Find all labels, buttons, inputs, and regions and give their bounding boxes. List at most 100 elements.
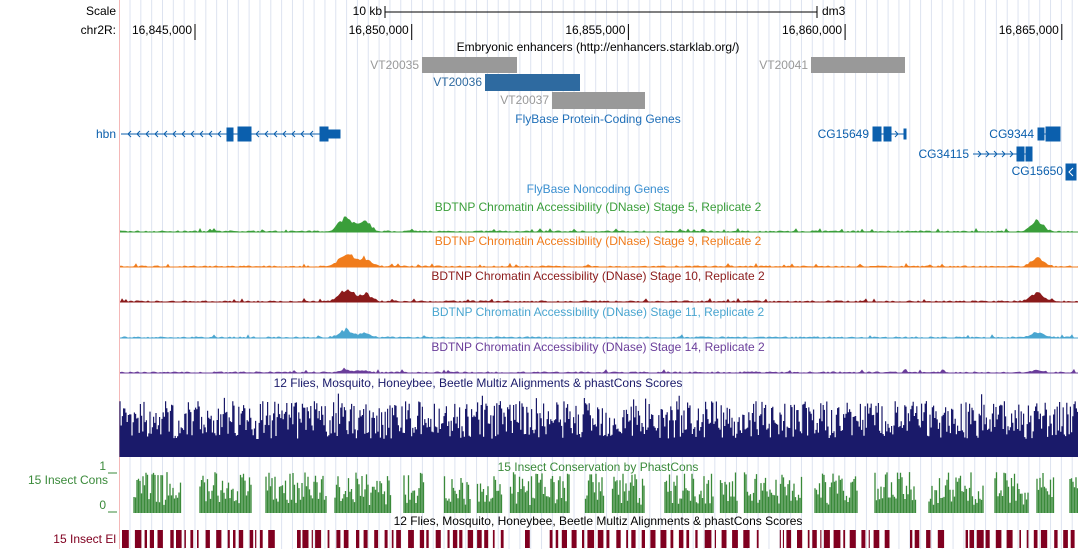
element — [435, 530, 441, 548]
element — [910, 530, 913, 548]
gene-exon — [883, 126, 892, 142]
strand-arrow — [163, 130, 168, 138]
strand-arrows — [127, 130, 1014, 158]
element — [884, 530, 890, 548]
element — [452, 530, 458, 548]
element — [302, 530, 309, 548]
gene-exon — [903, 128, 907, 140]
element — [937, 530, 945, 548]
enhancer — [552, 92, 645, 109]
element — [122, 530, 129, 548]
ruler-label: 16,845,000 — [132, 23, 192, 37]
strand-arrow — [977, 150, 982, 158]
element — [1070, 530, 1075, 548]
element — [704, 530, 712, 548]
track-title: FlyBase Noncoding Genes — [527, 182, 670, 196]
element — [849, 530, 856, 548]
element — [184, 530, 186, 548]
element — [686, 530, 690, 548]
element — [650, 530, 656, 548]
element — [969, 530, 974, 548]
element — [197, 530, 199, 548]
element — [227, 530, 230, 548]
strand-arrow — [282, 130, 287, 138]
element — [419, 530, 425, 548]
strand-arrow — [172, 130, 177, 138]
element — [343, 530, 349, 548]
ruler-label: 16,860,000 — [782, 23, 842, 37]
track-title: BDTNP Chromatin Accessibility (DNase) St… — [435, 200, 762, 214]
element — [134, 530, 142, 548]
element — [525, 530, 530, 548]
strand-arrow — [993, 150, 998, 158]
gene-exon — [1016, 146, 1025, 162]
enhancer-label: VT20035 — [370, 58, 419, 72]
element — [396, 530, 401, 548]
element — [660, 530, 667, 548]
element — [926, 530, 931, 548]
element — [190, 530, 194, 548]
strand-arrow — [181, 130, 186, 138]
enhancer-label: VT20041 — [759, 58, 808, 72]
element — [259, 530, 263, 548]
element — [820, 530, 822, 548]
track-title: Embryonic enhancers (http://enhancers.st… — [457, 40, 740, 54]
element — [631, 530, 636, 548]
element — [626, 530, 628, 548]
element — [843, 530, 846, 548]
element — [176, 530, 182, 548]
gene-exon — [872, 126, 882, 142]
element — [484, 530, 489, 548]
element — [597, 530, 604, 548]
axis-label: 1 — [99, 459, 106, 473]
chrom-label: chr2R: — [81, 23, 116, 37]
strand-arrow — [145, 130, 150, 138]
strand-arrow — [273, 130, 278, 138]
signal-tracks: BDTNP Chromatin Accessibility (DNase) St… — [119, 200, 1078, 548]
element — [561, 530, 567, 548]
track-title: BDTNP Chromatin Accessibility (DNase) St… — [431, 269, 765, 283]
element — [459, 530, 463, 548]
side-label: 15 Insect Cons — [28, 473, 108, 487]
element — [861, 530, 866, 548]
gene-exon — [226, 127, 234, 142]
element — [356, 530, 360, 548]
track-title: 15 Insect Conservation by PhastCons — [498, 460, 699, 474]
strand-arrow — [127, 130, 132, 138]
element — [315, 530, 322, 548]
strand-arrow — [199, 130, 204, 138]
gene-label: CG15649 — [818, 127, 870, 141]
element — [1006, 530, 1013, 548]
element — [995, 530, 1002, 548]
track-title: FlyBase Protein-Coding Genes — [515, 112, 680, 126]
element — [233, 530, 236, 548]
phastcons-wiggle — [133, 472, 1078, 513]
element — [374, 530, 379, 548]
track-title: BDTNP Chromatin Accessibility (DNase) St… — [431, 340, 765, 354]
ruler-label: 16,855,000 — [565, 23, 625, 37]
element — [149, 530, 154, 548]
element — [743, 530, 750, 548]
strand-arrow — [985, 150, 990, 158]
element — [205, 530, 210, 548]
element — [976, 530, 984, 548]
element — [571, 530, 577, 548]
strand-arrow — [1009, 150, 1014, 158]
element — [238, 530, 244, 548]
element — [447, 530, 450, 548]
element — [144, 530, 147, 548]
element — [756, 530, 759, 548]
element — [1054, 530, 1058, 548]
element — [807, 530, 810, 548]
conservation-wiggle — [119, 393, 1078, 457]
gene-exon — [1045, 126, 1061, 142]
enhancer-label: VT20037 — [500, 93, 549, 107]
element — [797, 530, 803, 548]
enhancer-label: VT20036 — [433, 75, 482, 89]
element — [695, 530, 698, 548]
element — [384, 530, 388, 548]
element — [327, 530, 330, 548]
element — [391, 530, 394, 548]
strand-arrow — [136, 130, 141, 138]
gene-utr — [327, 129, 341, 139]
